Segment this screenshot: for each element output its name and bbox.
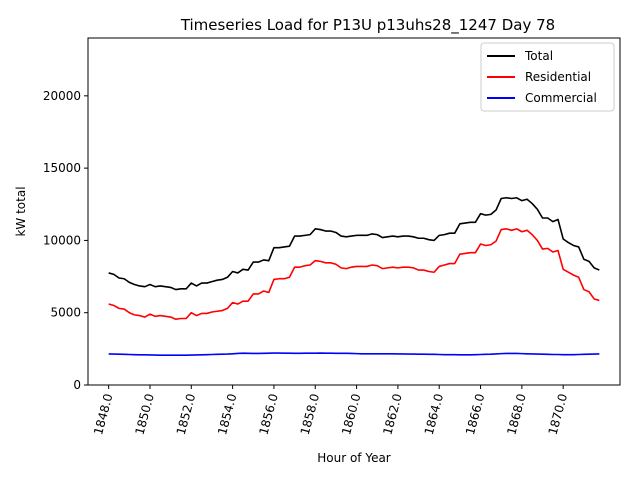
legend-label: Residential bbox=[525, 70, 591, 84]
y-axis-label: kW total bbox=[14, 186, 28, 236]
y-tick-label: 10000 bbox=[43, 233, 81, 247]
series-line-total bbox=[108, 196, 600, 291]
y-tick-label: 15000 bbox=[43, 161, 81, 175]
series-line-residential bbox=[108, 228, 600, 321]
plot-frame bbox=[87, 37, 621, 386]
y-tick-label: 20000 bbox=[43, 89, 81, 103]
y-tick-label: 5000 bbox=[50, 306, 81, 320]
plot-lines bbox=[108, 196, 600, 357]
legend-label: Commercial bbox=[525, 91, 597, 105]
legend-box bbox=[480, 42, 615, 112]
legend-label: Total bbox=[524, 49, 553, 63]
series-line-commercial bbox=[108, 352, 600, 357]
x-axis-label: Hour of Year bbox=[317, 451, 391, 465]
chart-title: Timeseries Load for P13U p13uhs28_1247 D… bbox=[180, 16, 555, 35]
legend: Total Residential Commercial bbox=[480, 42, 615, 112]
y-tick-label: 0 bbox=[73, 378, 81, 392]
y-axis: 0 5000 10000 15000 20000 bbox=[43, 89, 88, 392]
